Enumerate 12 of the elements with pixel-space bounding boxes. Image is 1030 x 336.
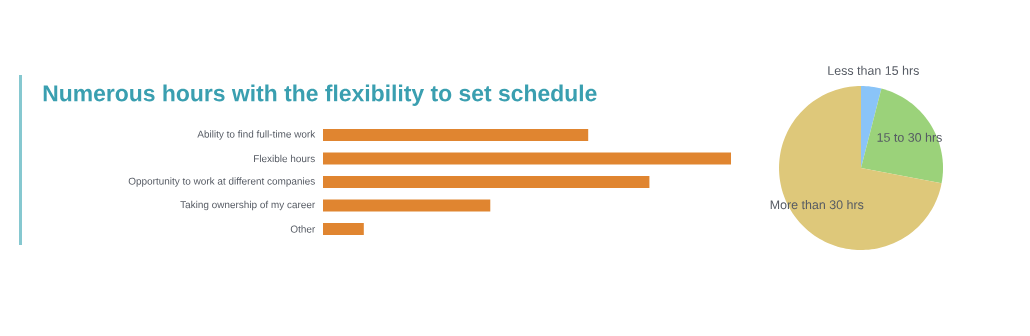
bar (323, 152, 732, 165)
y-tick-label: Taking ownership of my career (180, 200, 316, 211)
bar (323, 176, 650, 188)
bar (323, 223, 364, 235)
y-tick-label: Ability to find full-time work (197, 130, 316, 140)
slice-label: Less than 15 hrs (828, 65, 919, 75)
chart-title: Numerous hours with the flexibility to set schedule (43, 84, 597, 106)
y-tick-label: Flexible hours (254, 154, 315, 163)
bar (323, 129, 589, 142)
y-tick-label: Other (290, 225, 316, 233)
y-tick-label: Opportunity to work at different companies (128, 177, 315, 187)
bar (323, 199, 491, 212)
